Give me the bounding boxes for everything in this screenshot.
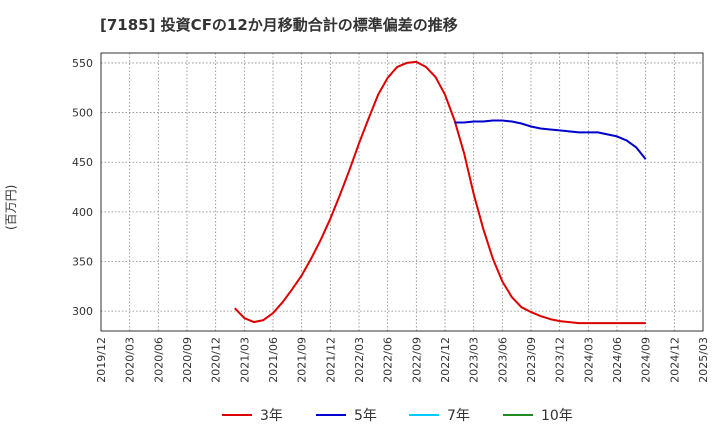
x-tick-label: 2021/12 — [324, 337, 337, 383]
x-tick-label: 2023/09 — [525, 337, 538, 383]
legend-swatch — [316, 414, 346, 416]
x-tick-label: 2020/06 — [152, 337, 165, 383]
x-tick-label: 2020/03 — [124, 337, 137, 383]
y-tick-label: 300 — [72, 305, 93, 318]
legend-label: 5年 — [354, 408, 377, 424]
plot-frame — [100, 52, 704, 332]
x-tick-label: 2021/03 — [238, 337, 251, 383]
legend-swatch — [222, 414, 252, 416]
x-tick-label: 2021/06 — [267, 337, 280, 383]
legend-item: 10年 — [503, 404, 573, 426]
plot-area — [101, 53, 703, 331]
x-tick-label: 2022/03 — [353, 337, 366, 383]
x-tick-label: 2024/06 — [611, 337, 624, 383]
x-tick-label: 2023/03 — [468, 337, 481, 383]
x-tick-label: 2020/12 — [210, 337, 223, 383]
chart-legend: 3年 5年 7年 10年 — [0, 404, 720, 426]
legend-item: 5年 — [316, 404, 377, 426]
x-tick-label: 2022/12 — [439, 337, 452, 383]
x-tick-label: 2024/12 — [668, 337, 681, 383]
x-tick-label: 2022/09 — [410, 337, 423, 383]
y-tick-label: 500 — [72, 107, 93, 120]
chart-title: [7185] 投資CFの12か月移動合計の標準偏差の推移 — [100, 16, 458, 34]
x-tick-label: 2024/03 — [582, 337, 595, 383]
legend-label: 7年 — [447, 408, 470, 424]
x-tick-label: 2023/12 — [554, 337, 567, 383]
x-tick-label: 2022/06 — [382, 337, 395, 383]
series-line — [234, 60, 646, 325]
y-tick-label: 350 — [72, 256, 93, 269]
series-line — [454, 119, 647, 160]
y-tick-label: 450 — [72, 156, 93, 169]
legend-label: 3年 — [260, 408, 283, 424]
x-tick-label: 2023/06 — [496, 337, 509, 383]
legend-item: 7年 — [409, 404, 470, 426]
x-tick-label: 2021/09 — [296, 337, 309, 383]
y-tick-label: 550 — [72, 57, 93, 70]
legend-item: 3年 — [222, 404, 283, 426]
x-tick-label: 2020/09 — [181, 337, 194, 383]
legend-label: 10年 — [541, 408, 573, 424]
y-tick-label: 400 — [72, 206, 93, 219]
legend-swatch — [409, 414, 439, 416]
x-tick-label: 2019/12 — [95, 337, 108, 383]
legend-swatch — [503, 414, 533, 416]
x-tick-label: 2024/09 — [640, 337, 653, 383]
x-tick-label: 2025/03 — [697, 337, 710, 383]
